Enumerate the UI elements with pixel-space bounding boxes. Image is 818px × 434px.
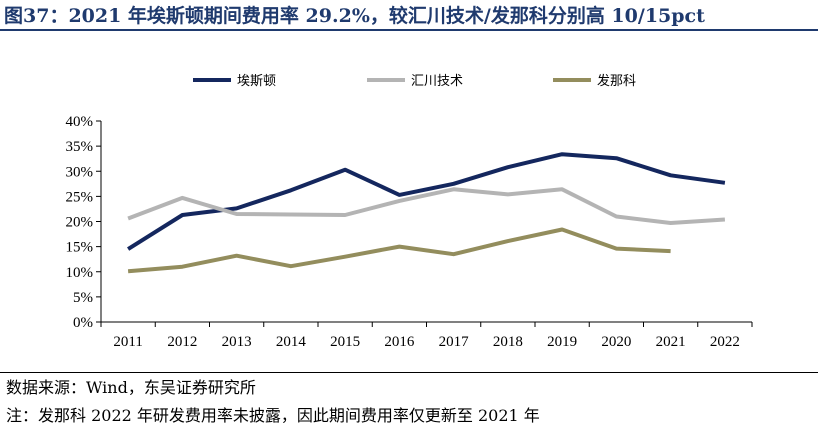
x-tick-label: 2021 bbox=[656, 334, 686, 350]
x-tick-label: 2022 bbox=[710, 334, 740, 350]
y-axis: 0% 5% 10% 15% 20% 25% 30% 35% 40% bbox=[66, 114, 102, 331]
x-tick-label: 2016 bbox=[384, 334, 415, 350]
footnote: 注：发那科 2022 年研发费用率未披露，因此期间费用率仅更新至 2021 年 bbox=[6, 406, 540, 425]
x-tick-label: 2015 bbox=[330, 334, 360, 350]
y-tick-label: 10% bbox=[66, 265, 94, 281]
legend-label: 汇川技术 bbox=[411, 74, 463, 89]
x-tick-label: 2011 bbox=[113, 334, 142, 350]
x-tick-label: 2012 bbox=[167, 334, 197, 350]
y-tick-label: 0% bbox=[73, 315, 93, 331]
series-group bbox=[127, 152, 726, 274]
y-tick-label: 35% bbox=[66, 139, 94, 155]
series-line-3 bbox=[127, 227, 671, 274]
footer-divider bbox=[0, 372, 818, 373]
title-divider bbox=[0, 29, 818, 31]
series-line-1 bbox=[127, 152, 726, 251]
y-tick-label: 15% bbox=[66, 240, 94, 256]
y-tick-label: 5% bbox=[73, 290, 93, 306]
legend-label: 埃斯顿 bbox=[237, 74, 276, 89]
y-tick-label: 20% bbox=[66, 215, 94, 231]
x-tick-label: 2017 bbox=[439, 334, 470, 350]
series-line-2 bbox=[127, 187, 726, 225]
legend-label: 发那科 bbox=[597, 73, 636, 89]
chart-title: 图37：2021 年埃斯顿期间费用率 29.2%，较汇川技术/发那科分别高 10… bbox=[4, 5, 705, 27]
legend: 埃斯顿 汇川技术 发那科 bbox=[193, 73, 636, 89]
y-tick-label: 30% bbox=[66, 164, 94, 180]
x-tick-label: 2014 bbox=[276, 334, 307, 350]
x-axis: 2011 2012 2013 2014 2015 2016 2017 2018 2019 2020… bbox=[100, 321, 753, 350]
x-tick-label: 2018 bbox=[493, 334, 523, 350]
line-chart: 埃斯顿 汇川技术 发那科 0% 5% 10% 15% 20% 25% 30% 35% 40% 201… bbox=[66, 73, 753, 350]
y-tick-label: 25% bbox=[66, 189, 94, 205]
x-tick-label: 2013 bbox=[222, 334, 252, 350]
y-tick-label: 40% bbox=[66, 114, 94, 130]
x-tick-label: 2019 bbox=[547, 334, 577, 350]
x-tick-label: 2020 bbox=[601, 334, 631, 350]
source-note: 数据来源：Wind，东吴证券研究所 bbox=[6, 378, 256, 397]
